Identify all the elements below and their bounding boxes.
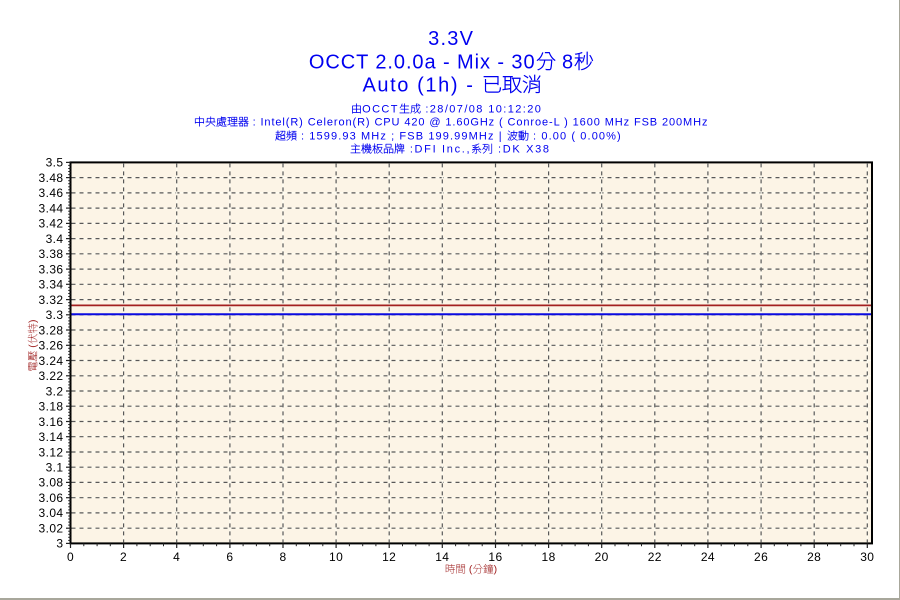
svg-text:3.4: 3.4: [46, 232, 64, 246]
svg-text:18: 18: [542, 550, 556, 564]
svg-text:3.26: 3.26: [39, 339, 64, 353]
svg-text:3: 3: [56, 537, 63, 551]
svg-text:14: 14: [435, 550, 449, 564]
svg-text:3.02: 3.02: [39, 522, 64, 536]
svg-text:3.34: 3.34: [39, 278, 64, 292]
svg-text:6: 6: [226, 550, 233, 564]
svg-text:30: 30: [860, 550, 874, 564]
svg-text:3.32: 3.32: [39, 293, 64, 307]
svg-text:12: 12: [382, 550, 396, 564]
svg-text:(: (: [27, 344, 39, 351]
svg-text:3.16: 3.16: [39, 415, 64, 429]
svg-text:0: 0: [67, 550, 74, 564]
svg-text:4: 4: [173, 550, 180, 564]
svg-text:10: 10: [329, 550, 343, 564]
svg-text:3.46: 3.46: [39, 186, 64, 200]
svg-text:3.3: 3.3: [46, 308, 64, 322]
svg-text:): ): [27, 320, 39, 324]
svg-text:3.1: 3.1: [46, 461, 64, 475]
svg-text:3.2: 3.2: [46, 384, 64, 398]
svg-text:3.44: 3.44: [39, 201, 64, 215]
svg-text:3.04: 3.04: [39, 506, 64, 520]
svg-text:16: 16: [488, 550, 502, 564]
svg-text:): ): [494, 563, 498, 575]
svg-text:3.38: 3.38: [39, 247, 64, 261]
svg-text:2: 2: [120, 550, 127, 564]
svg-text:3.5: 3.5: [46, 156, 64, 170]
svg-text:3.28: 3.28: [39, 323, 64, 337]
svg-text:3.18: 3.18: [39, 400, 64, 414]
svg-text:3.36: 3.36: [39, 262, 64, 276]
svg-text:22: 22: [648, 550, 662, 564]
svg-text:3.42: 3.42: [39, 217, 64, 231]
svg-text:3.08: 3.08: [39, 476, 64, 490]
svg-text:28: 28: [807, 550, 821, 564]
svg-text:20: 20: [595, 550, 609, 564]
svg-text:3.12: 3.12: [39, 445, 64, 459]
svg-text:26: 26: [754, 550, 768, 564]
svg-text:3.48: 3.48: [39, 171, 64, 185]
svg-text:3.06: 3.06: [39, 491, 64, 505]
svg-text:24: 24: [701, 550, 715, 564]
svg-text:3.14: 3.14: [39, 430, 64, 444]
svg-text:3.22: 3.22: [39, 369, 64, 383]
svg-text:3.24: 3.24: [39, 354, 64, 368]
svg-text:8: 8: [279, 550, 286, 564]
svg-text:(: (: [466, 563, 473, 575]
